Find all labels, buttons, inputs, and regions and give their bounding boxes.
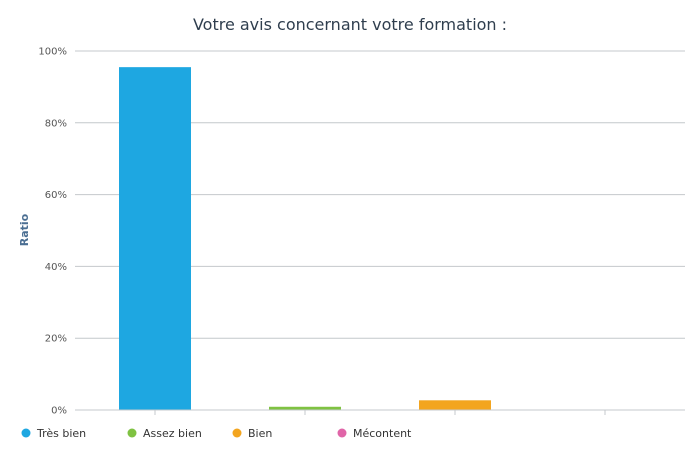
y-axis-ticks: 0% 20% 40% 60% 80% 100% (38, 47, 67, 417)
legend-marker (232, 428, 242, 438)
legend-label: Mécontent (353, 427, 412, 440)
legend-item-4[interactable]: Mécontent (337, 427, 413, 440)
bar-2[interactable] (269, 406, 341, 410)
legend-label: Assez bien (143, 427, 202, 440)
legend-label: Très bien (36, 427, 86, 440)
legend-marker (21, 428, 31, 438)
legend-marker (337, 428, 347, 438)
chart-title: Votre avis concernant votre formation : (193, 15, 507, 34)
legend-item-1[interactable]: Très bien (21, 427, 87, 440)
legend-label: Bien (248, 427, 272, 440)
y-tick-label: 20% (45, 334, 67, 345)
y-tick-label: 40% (45, 262, 67, 273)
bar-3[interactable] (419, 400, 491, 410)
y-tick-label: 0% (51, 406, 67, 417)
legend: Très bien Assez bien Bien Mécontent (21, 427, 413, 440)
legend-item-3[interactable]: Bien (232, 427, 273, 440)
x-axis-ticks (154, 410, 606, 415)
y-axis-title: Ratio (18, 213, 31, 246)
legend-item-2[interactable]: Assez bien (127, 427, 202, 440)
y-tick-label: 100% (38, 47, 67, 58)
y-tick-label: 80% (45, 118, 67, 129)
legend-marker (127, 428, 137, 438)
bar-1[interactable] (119, 67, 191, 410)
y-tick-label: 60% (45, 190, 67, 201)
bars (119, 67, 491, 410)
